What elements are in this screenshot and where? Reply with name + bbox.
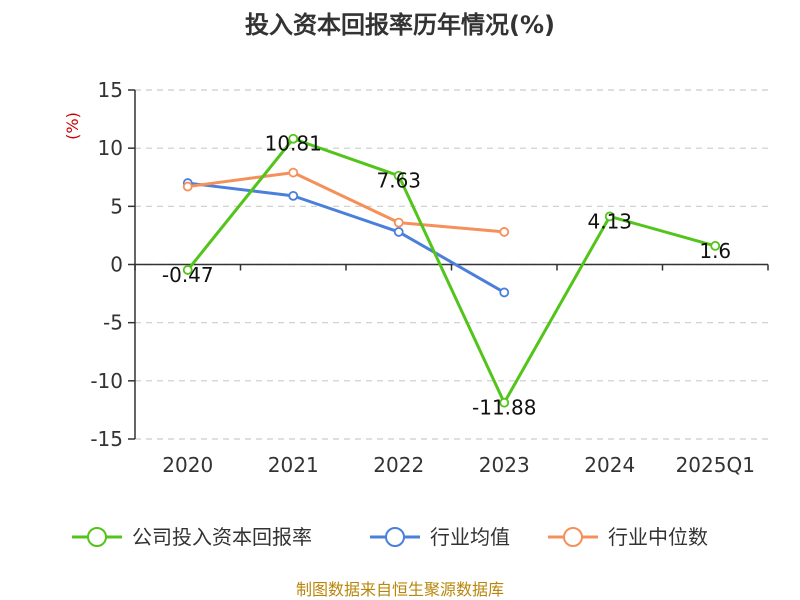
legend: 公司投入资本回报率 行业均值 行业中位数 [72, 525, 708, 549]
data-point [499, 287, 510, 298]
legend-label: 行业中位数 [608, 525, 708, 549]
legend-marker [385, 527, 405, 547]
data-label: -11.88 [472, 396, 536, 420]
data-point [182, 181, 193, 192]
data-point [288, 190, 299, 201]
data-label: 10.81 [265, 132, 322, 156]
data-label: 4.13 [587, 209, 632, 233]
y-axis-unit: (%) [63, 112, 82, 140]
x-tick-label: 2022 [373, 453, 424, 477]
legend-label: 公司投入资本回报率 [132, 525, 312, 549]
series-line [187, 181, 505, 294]
data-label: 7.63 [376, 169, 421, 193]
legend-marker [563, 527, 583, 547]
chart-title: 投入资本回报率历年情况(%) [245, 11, 555, 39]
data-point [499, 397, 510, 408]
legend-item-1: 行业均值 [370, 525, 510, 549]
data-point [499, 227, 510, 237]
data-label: -0.47 [162, 263, 214, 287]
y-tick-label: -15 [90, 427, 123, 451]
series-0 [182, 133, 721, 408]
x-tick-label: 2024 [584, 453, 635, 477]
y-tick-label: -5 [103, 311, 123, 335]
legend-item-2: 行业中位数 [548, 525, 708, 549]
legend-label: 行业均值 [430, 525, 510, 549]
series-line [187, 171, 505, 234]
y-tick-label: 10 [98, 136, 123, 160]
legend-item-0: 公司投入资本回报率 [72, 525, 312, 549]
source-note: 制图数据来自恒生聚源数据库 [296, 580, 504, 599]
data-point [393, 227, 404, 237]
x-tick-label: 2020 [162, 453, 213, 477]
data-point [604, 211, 615, 222]
x-tick-label: 2023 [479, 453, 530, 477]
y-tick-label: -10 [90, 369, 123, 393]
data-labels: -0.47 10.81 7.63 -11.88 4.13 1.6 [162, 132, 731, 420]
data-point [288, 133, 299, 144]
data-point [393, 217, 404, 228]
data-label: 1.6 [699, 239, 731, 263]
legend-marker [87, 527, 107, 547]
data-point [710, 240, 721, 251]
data-point [288, 167, 299, 178]
data-point [393, 170, 404, 181]
y-tick-label: 0 [110, 253, 123, 277]
y-tick-label: 15 [98, 78, 123, 102]
data-point [182, 265, 193, 275]
x-tick-label: 2021 [268, 453, 319, 477]
x-tick-label: 2025Q1 [676, 453, 755, 477]
series-layer [182, 133, 721, 408]
axes: 15 10 5 0 -5 -10 -15 2020 2021 2022 2023 2024 2025Q1 [90, 78, 769, 477]
series-line [186, 137, 716, 405]
series-2 [182, 167, 510, 237]
y-tick-label: 5 [110, 194, 123, 218]
